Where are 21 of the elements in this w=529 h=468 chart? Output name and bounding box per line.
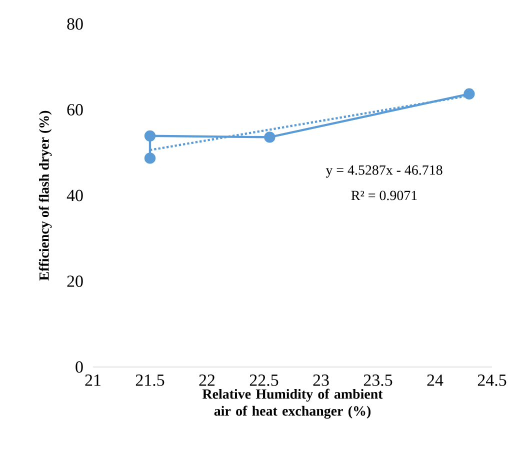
x-tick-label: 22 [199, 374, 215, 386]
point [144, 130, 156, 142]
y-tick-label: 0 [76, 361, 83, 373]
point [464, 88, 475, 100]
y-tick-label: 40 [66, 190, 83, 202]
x-tick-label: 24 [427, 374, 444, 386]
y-tick-label: 80 [67, 18, 83, 30]
x-tick-label: 23 [313, 374, 329, 386]
y-tick-label: 20 [67, 276, 83, 287]
y-tick-label: 60 [67, 104, 83, 116]
x-axis-title: Relative Humidity of ambient air of heat exchanger (%) [202, 388, 383, 419]
x-tick-label: 23.5 [364, 374, 392, 386]
point [264, 132, 276, 143]
x-tick-label: 24.5 [478, 374, 506, 386]
annotation: y = 4.5287x - 46.718 [326, 165, 442, 178]
x-tick-label: 21 [85, 374, 100, 386]
x-tick-label: 21.5 [136, 374, 164, 386]
y-axis-title: Efficiency of flash dryer (%) [38, 110, 52, 280]
annotation: R² = 0.9071 [351, 190, 417, 200]
point [144, 152, 156, 164]
x-tick-label: 22.5 [250, 374, 278, 386]
